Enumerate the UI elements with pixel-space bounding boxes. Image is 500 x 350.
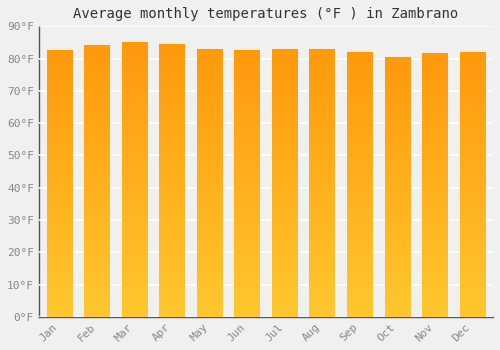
Title: Average monthly temperatures (°F ) in Zambrano: Average monthly temperatures (°F ) in Za… <box>74 7 458 21</box>
